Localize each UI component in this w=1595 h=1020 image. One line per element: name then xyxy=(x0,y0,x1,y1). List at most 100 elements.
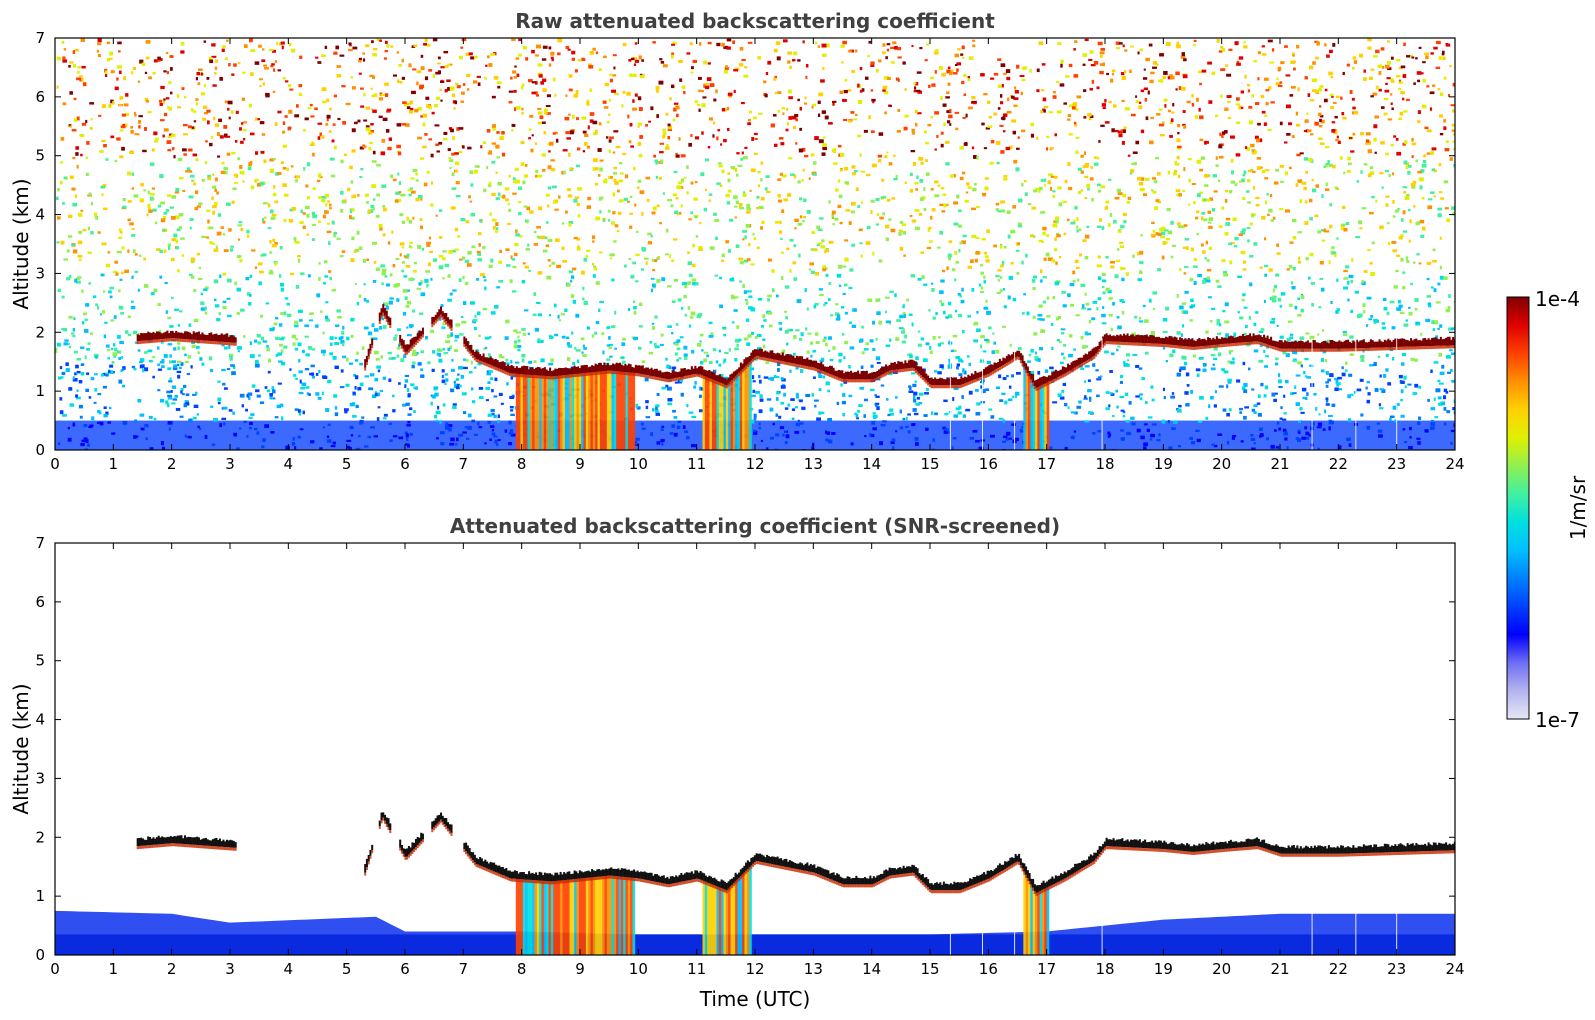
noise-speck xyxy=(816,417,822,421)
noise-speck xyxy=(1365,386,1368,390)
noise-speck xyxy=(1367,38,1372,42)
noise-speck xyxy=(1374,151,1377,154)
noise-speck xyxy=(1031,206,1037,210)
noise-speck xyxy=(1036,68,1040,73)
noise-speck xyxy=(1216,332,1220,335)
noise-speck xyxy=(454,334,460,339)
noise-speck xyxy=(608,219,611,222)
noise-speck xyxy=(633,300,636,304)
noise-speck xyxy=(102,372,107,376)
noise-speck xyxy=(537,271,543,275)
noise-speck xyxy=(1177,123,1181,128)
noise-speck xyxy=(872,251,875,256)
noise-speck xyxy=(778,137,784,140)
noise-speck xyxy=(925,141,929,145)
noise-speck xyxy=(280,161,284,165)
noise-speck xyxy=(1259,266,1263,269)
noise-speck xyxy=(1193,265,1198,268)
noise-speck xyxy=(188,273,193,277)
noise-speck xyxy=(973,321,979,325)
noise-speck xyxy=(451,172,455,176)
noise-speck xyxy=(1217,179,1221,182)
noise-speck xyxy=(1145,401,1148,405)
noise-speck xyxy=(492,126,496,131)
noise-speck xyxy=(282,166,287,170)
noise-speck xyxy=(1446,218,1451,223)
noise-speck xyxy=(309,372,315,376)
noise-speck xyxy=(237,238,241,241)
noise-speck xyxy=(109,51,114,56)
noise-speck xyxy=(1385,82,1388,85)
noise-speck xyxy=(1007,97,1010,102)
noise-speck xyxy=(1366,296,1372,300)
noise-speck xyxy=(716,42,721,47)
noise-speck xyxy=(665,228,669,233)
noise-speck xyxy=(760,161,764,165)
noise-speck xyxy=(959,241,963,245)
noise-speck xyxy=(242,129,247,132)
noise-speck xyxy=(449,86,455,91)
noise-speck xyxy=(864,435,867,438)
noise-speck xyxy=(85,388,90,393)
noise-speck xyxy=(152,208,157,212)
noise-speck xyxy=(1084,292,1087,296)
noise-speck xyxy=(928,309,931,312)
noise-speck xyxy=(797,419,800,423)
noise-speck xyxy=(525,57,529,61)
noise-speck xyxy=(561,170,564,175)
noise-speck xyxy=(110,70,115,74)
noise-speck xyxy=(403,275,408,278)
noise-speck xyxy=(182,189,186,193)
noise-speck xyxy=(1355,236,1361,239)
noise-speck xyxy=(1346,437,1351,442)
noise-speck xyxy=(753,413,757,418)
noise-speck xyxy=(178,213,184,217)
noise-speck xyxy=(1183,310,1188,314)
noise-speck xyxy=(959,294,962,298)
noise-speck xyxy=(1269,320,1275,324)
noise-speck xyxy=(457,373,460,376)
noise-speck xyxy=(1084,420,1090,423)
noise-speck xyxy=(1006,374,1009,378)
noise-speck xyxy=(1349,335,1354,339)
noise-speck xyxy=(962,368,965,372)
noise-speck xyxy=(774,220,780,224)
noise-speck xyxy=(535,94,539,97)
noise-speck xyxy=(528,269,531,272)
noise-speck xyxy=(197,277,203,281)
noise-speck xyxy=(1215,164,1219,167)
noise-speck xyxy=(925,172,930,176)
noise-speck xyxy=(1182,123,1186,127)
noise-speck xyxy=(1263,264,1269,268)
noise-speck xyxy=(593,265,597,268)
noise-speck xyxy=(1328,71,1333,76)
noise-speck xyxy=(223,346,228,350)
noise-speck xyxy=(1038,239,1043,243)
noise-speck xyxy=(114,347,118,352)
noise-speck xyxy=(1341,372,1346,377)
noise-speck xyxy=(997,58,1002,61)
noise-speck xyxy=(1422,61,1426,64)
noise-speck xyxy=(169,133,173,136)
noise-speck xyxy=(1398,79,1402,83)
noise-speck xyxy=(172,147,175,151)
noise-speck xyxy=(837,264,842,269)
noise-speck xyxy=(201,362,205,366)
noise-speck xyxy=(1205,416,1209,420)
noise-speck xyxy=(629,195,633,198)
noise-speck xyxy=(554,333,559,337)
noise-speck xyxy=(250,72,254,76)
noise-speck xyxy=(1318,413,1321,416)
noise-speck xyxy=(1304,396,1308,401)
noise-speck xyxy=(102,183,107,188)
noise-speck xyxy=(637,122,643,126)
noise-speck xyxy=(1175,88,1178,91)
noise-speck xyxy=(453,380,456,384)
noise-speck xyxy=(389,297,394,300)
noise-speck xyxy=(904,114,909,118)
noise-speck xyxy=(397,172,400,176)
noise-speck xyxy=(787,51,793,55)
noise-speck xyxy=(1275,446,1280,449)
noise-speck xyxy=(1400,65,1406,69)
noise-speck xyxy=(74,372,77,376)
